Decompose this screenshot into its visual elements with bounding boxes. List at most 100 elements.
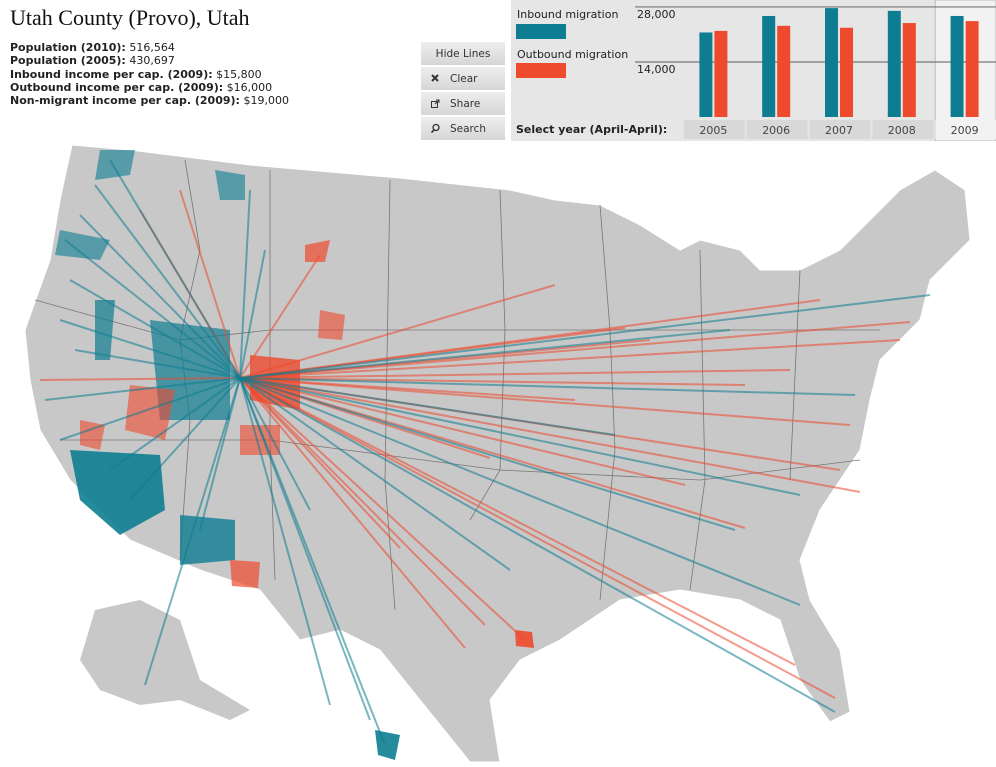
button-icon xyxy=(431,99,440,108)
flow-line xyxy=(239,377,836,699)
stat-label: Non-migrant income per cap. (2009): xyxy=(10,94,240,108)
stat-row: Population (2005): 430,697 xyxy=(10,54,289,67)
county xyxy=(215,170,245,200)
flow-line xyxy=(239,377,856,396)
county xyxy=(95,150,135,180)
button[interactable]: Hide Lines xyxy=(421,42,505,65)
flow-line xyxy=(109,159,241,379)
county xyxy=(95,300,115,360)
flow-line xyxy=(74,349,241,379)
stat-value: 516,564 xyxy=(129,41,175,54)
x-tick-label: 2006 xyxy=(762,124,790,137)
button-label: Share xyxy=(450,97,481,110)
year-button[interactable] xyxy=(809,120,871,139)
flow-line xyxy=(239,377,746,386)
bar xyxy=(965,21,979,118)
flow-line xyxy=(239,377,331,706)
bar xyxy=(699,32,713,117)
bar xyxy=(840,27,853,117)
county xyxy=(318,310,345,340)
button[interactable]: Search xyxy=(421,117,505,140)
flow-line xyxy=(239,377,736,531)
flow-line xyxy=(239,189,251,379)
button[interactable]: Share xyxy=(421,92,505,115)
x-tick-label: 2009 xyxy=(951,124,979,137)
button-label: Hide Lines xyxy=(435,47,491,60)
legend-label: Outbound migration xyxy=(517,48,628,61)
legend-label: Inbound migration xyxy=(517,8,618,21)
y-tick-label: 14,000 xyxy=(637,63,676,76)
stat-value: $16,000 xyxy=(226,80,273,94)
y-tick-label: 28,000 xyxy=(637,8,676,21)
migration-lines xyxy=(39,159,931,746)
bar xyxy=(887,10,901,118)
flow-line xyxy=(239,377,576,401)
bar xyxy=(762,15,776,118)
flow-line xyxy=(199,377,241,531)
flow-line xyxy=(239,249,266,379)
stat-label: Population (2010): xyxy=(10,41,126,54)
stat-row: Population (2010): 516,564 xyxy=(10,41,289,54)
title: Utah County (Provo), Utah xyxy=(10,5,250,30)
flow-line xyxy=(69,279,241,379)
selected-column xyxy=(934,0,996,141)
county xyxy=(55,230,110,260)
flow-line xyxy=(239,377,836,713)
year-button[interactable] xyxy=(935,120,996,139)
flow-line xyxy=(239,377,511,571)
year-button[interactable] xyxy=(746,120,808,139)
county xyxy=(70,450,165,535)
stat-value: $19,000 xyxy=(243,94,289,108)
bar xyxy=(825,8,838,118)
button-icon xyxy=(431,124,440,133)
x-tick-label: 2005 xyxy=(699,124,727,137)
x-tick-label: 2007 xyxy=(825,124,853,137)
flow-line xyxy=(239,294,931,379)
flow-line xyxy=(239,321,911,379)
x-axis-label: Select year (April-April): xyxy=(516,123,667,136)
stat-row: Outbound income per cap. (2009): $16,000 xyxy=(10,81,289,94)
button-label: Clear xyxy=(450,72,478,85)
flow-line xyxy=(64,239,241,379)
bar xyxy=(902,23,916,117)
stat-row: Non-migrant income per cap. (2009): $19,… xyxy=(10,94,289,107)
flow-line xyxy=(94,184,241,379)
flow-line xyxy=(79,214,241,379)
flow-line xyxy=(239,377,796,666)
flow-line xyxy=(239,329,731,379)
county xyxy=(125,385,175,440)
flow-line xyxy=(109,377,241,471)
stats: Population (2010): 516,564 Population (20… xyxy=(10,41,289,107)
x-tick-label: 2008 xyxy=(888,124,916,137)
bar xyxy=(777,25,791,117)
alaska xyxy=(80,600,250,720)
year-button[interactable] xyxy=(872,120,934,139)
county xyxy=(180,515,235,565)
stat-row: Inbound income per cap. (2009): $15,800 xyxy=(10,68,289,81)
flow-line xyxy=(239,377,486,626)
bar xyxy=(950,15,964,118)
stat-label: Population (2005): xyxy=(10,54,126,68)
flow-line xyxy=(239,299,821,379)
flow-line xyxy=(239,369,791,379)
flow-line xyxy=(239,377,466,649)
flow-line xyxy=(59,319,241,379)
flow-line xyxy=(239,254,321,379)
stat-value: $15,800 xyxy=(216,67,262,81)
flow-line xyxy=(239,377,401,549)
flow-line xyxy=(239,284,556,379)
buttons: Hide Lines Clear Share Search xyxy=(421,42,505,142)
chart: Inbound migration Outbound migration 14,00… xyxy=(516,0,996,141)
stat-label: Outbound income per cap. (2009): xyxy=(10,80,224,94)
flow-line xyxy=(239,377,801,496)
year-button[interactable] xyxy=(684,120,745,139)
button[interactable]: Clear xyxy=(421,67,505,90)
county xyxy=(375,730,400,760)
button-icon xyxy=(431,74,439,82)
legend-swatch xyxy=(516,24,566,39)
flow-line xyxy=(179,189,241,379)
flow-line xyxy=(239,377,801,606)
flow-line xyxy=(59,377,241,441)
